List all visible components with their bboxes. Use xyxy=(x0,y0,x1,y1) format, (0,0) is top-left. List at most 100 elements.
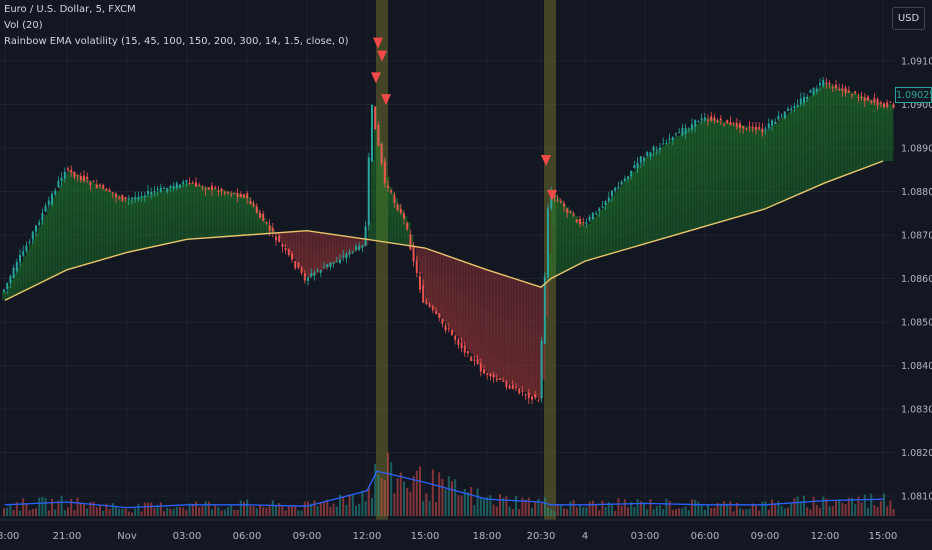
price-axis[interactable]: 1.091001.090001.089001.088001.087001.086… xyxy=(895,0,932,550)
volume-bar xyxy=(691,499,693,516)
volume-pane xyxy=(3,452,895,516)
bull-ribbon-segment xyxy=(698,143,702,165)
bull-ribbon-segment xyxy=(863,125,867,140)
bull-ribbon-segment xyxy=(53,197,57,214)
volume-bar xyxy=(367,486,370,516)
up-candle xyxy=(15,261,18,272)
bull-ribbon-segment xyxy=(170,187,174,199)
bull-ribbon-segment xyxy=(803,118,807,138)
bull-ribbon-segment xyxy=(680,173,684,194)
bear-ribbon-segment xyxy=(290,236,294,242)
volume-bar xyxy=(751,503,754,516)
up-candle xyxy=(19,255,21,263)
bull-ribbon-segment xyxy=(728,180,732,201)
bear-ribbon-segment xyxy=(494,314,498,336)
bull-ribbon-segment xyxy=(8,288,12,291)
volume-bar xyxy=(806,507,809,516)
bear-ribbon-segment xyxy=(428,270,432,282)
bull-ribbon-segment xyxy=(842,124,846,142)
up-candle xyxy=(166,187,169,192)
bull-ribbon-segment xyxy=(257,224,261,230)
bear-ribbon-segment xyxy=(431,284,435,296)
bear-ribbon-segment xyxy=(455,274,459,290)
bear-ribbon-segment xyxy=(341,244,345,250)
up-candle xyxy=(687,128,690,130)
currency-button[interactable]: USD xyxy=(892,7,925,30)
volume-bar xyxy=(649,499,652,516)
bear-ribbon-segment xyxy=(329,240,333,247)
up-candle xyxy=(678,131,681,133)
bull-ribbon-segment xyxy=(638,197,642,214)
bull-ribbon-segment xyxy=(605,203,609,214)
bull-ribbon-segment xyxy=(620,224,624,238)
up-candle xyxy=(172,185,175,189)
volume-bar xyxy=(844,504,847,516)
bear-ribbon-segment xyxy=(287,235,291,240)
down-candle xyxy=(76,175,79,177)
bear-ribbon-segment xyxy=(446,269,450,284)
legend-volume[interactable]: Vol (20) xyxy=(4,20,43,31)
bull-ribbon-segment xyxy=(200,206,204,218)
bear-ribbon-segment xyxy=(461,293,465,311)
bull-ribbon-segment xyxy=(380,201,384,222)
bull-ribbon-segment xyxy=(197,217,201,228)
bear-ribbon-segment xyxy=(353,240,357,244)
bull-ribbon-segment xyxy=(266,231,270,234)
bull-ribbon-segment xyxy=(647,225,651,244)
bear-ribbon-segment xyxy=(431,261,435,274)
bull-ribbon-segment xyxy=(854,156,858,172)
up-candle xyxy=(588,216,591,221)
bull-ribbon-segment xyxy=(578,246,582,256)
volume-bar xyxy=(575,507,578,516)
bull-ribbon-segment xyxy=(242,219,246,228)
bull-ribbon-segment xyxy=(632,232,636,248)
bull-ribbon-segment xyxy=(86,213,90,231)
bear-ribbon-segment xyxy=(518,301,522,324)
legend-indicator[interactable]: Rainbow EMA volatility (15, 45, 100, 150… xyxy=(4,36,349,47)
up-candle xyxy=(367,157,370,225)
bull-ribbon-segment xyxy=(680,213,684,234)
bull-ribbon-segment xyxy=(560,229,564,245)
bear-ribbon-segment xyxy=(476,265,480,285)
bear-ribbon-segment xyxy=(326,253,330,261)
bear-ribbon-segment xyxy=(428,260,432,271)
bull-ribbon-segment xyxy=(29,279,33,289)
bull-ribbon-segment xyxy=(572,234,576,246)
bull-ribbon-segment xyxy=(839,141,843,160)
bear-ribbon-segment xyxy=(515,365,519,388)
bull-ribbon-segment xyxy=(719,120,723,141)
bull-ribbon-segment xyxy=(35,232,39,244)
bull-ribbon-segment xyxy=(71,229,75,250)
volume-bar xyxy=(790,503,793,516)
volume-bar xyxy=(879,500,882,516)
bear-ribbon-segment xyxy=(542,360,546,380)
bull-ribbon-segment xyxy=(206,207,210,218)
bull-ribbon-segment xyxy=(158,191,162,203)
down-candle xyxy=(73,171,76,178)
time-axis[interactable]: 18:0021:00Nov03:0006:0009:0012:0015:0018… xyxy=(0,519,932,550)
down-candle xyxy=(467,351,469,354)
legend-symbol[interactable]: Euro / U.S. Dollar, 5, FXCM xyxy=(4,4,136,15)
volume-bar xyxy=(495,506,498,516)
bull-ribbon-segment xyxy=(713,140,717,162)
bear-ribbon-segment xyxy=(365,240,369,242)
up-candle xyxy=(319,270,322,273)
bull-ribbon-segment xyxy=(647,155,651,173)
bear-ribbon-segment xyxy=(539,286,543,310)
bear-ribbon-segment xyxy=(533,284,537,307)
bull-ribbon-segment xyxy=(593,217,597,226)
bear-ribbon-segment xyxy=(521,368,525,391)
bull-ribbon-segment xyxy=(110,191,114,205)
bear-ribbon-segment xyxy=(521,324,525,347)
volume-bar xyxy=(627,507,629,516)
bull-ribbon-segment xyxy=(224,218,228,228)
volume-bar xyxy=(892,508,895,516)
bull-ribbon-segment xyxy=(179,207,183,219)
bear-ribbon-segment xyxy=(287,239,291,244)
volume-bar xyxy=(793,498,796,516)
volume-bar xyxy=(124,508,127,516)
up-candle xyxy=(57,180,60,188)
bull-ribbon-segment xyxy=(782,167,786,185)
down-candle xyxy=(390,190,393,193)
